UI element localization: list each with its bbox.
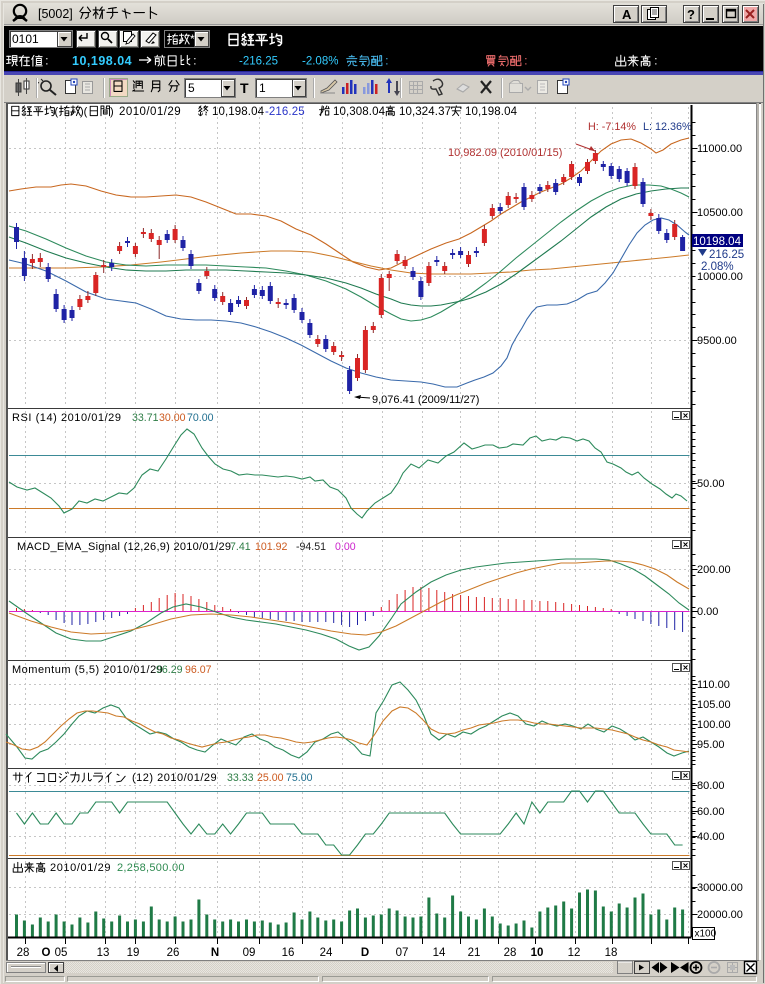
svg-text:24: 24 xyxy=(320,947,333,959)
svg-text:216.25: 216.25 xyxy=(709,249,744,261)
svg-text:7.41: 7.41 xyxy=(230,541,251,553)
svg-text:H: -7.14%: H: -7.14% xyxy=(588,121,636,133)
svg-text:x100: x100 xyxy=(695,929,717,940)
svg-text:100.00: 100.00 xyxy=(697,719,731,731)
svg-text:-216.25: -216.25 xyxy=(239,56,278,68)
svg-text:10000.00: 10000.00 xyxy=(697,271,743,283)
svg-text:?: ? xyxy=(687,7,695,22)
svg-text:10198.04: 10198.04 xyxy=(693,236,742,248)
svg-text::: : xyxy=(524,56,527,68)
svg-text:10,324.37: 10,324.37 xyxy=(399,106,451,118)
svg-text:09: 09 xyxy=(243,947,256,959)
svg-text:33.33: 33.33 xyxy=(227,772,254,784)
svg-text:14: 14 xyxy=(433,947,446,959)
svg-text:N: N xyxy=(211,947,219,959)
svg-text:O: O xyxy=(42,947,51,959)
svg-text:101.92: 101.92 xyxy=(255,541,288,553)
svg-text:11000.00: 11000.00 xyxy=(697,143,742,155)
svg-text:2010/01/29: 2010/01/29 xyxy=(119,106,181,118)
svg-text:16: 16 xyxy=(282,947,295,959)
svg-text:96.07: 96.07 xyxy=(185,664,212,676)
svg-text:A: A xyxy=(622,7,632,22)
svg-text:10500.00: 10500.00 xyxy=(697,207,743,219)
svg-text:2.08%: 2.08% xyxy=(701,261,734,273)
svg-text:-94.51: -94.51 xyxy=(296,541,326,553)
svg-text:-2.08%: -2.08% xyxy=(302,56,338,68)
svg-text:26: 26 xyxy=(167,947,180,959)
svg-text:25.00: 25.00 xyxy=(257,772,284,784)
svg-text:(: ( xyxy=(55,106,59,118)
svg-text:10,198.04: 10,198.04 xyxy=(212,106,265,118)
svg-text::: : xyxy=(654,56,657,68)
svg-text:30000.00: 30000.00 xyxy=(697,882,743,894)
svg-text:D: D xyxy=(361,947,369,959)
svg-text:12: 12 xyxy=(568,947,581,959)
svg-text:L: 12.36%: L: 12.36% xyxy=(643,121,692,133)
svg-text:50.00: 50.00 xyxy=(697,478,725,490)
svg-text:0.00: 0.00 xyxy=(697,606,718,618)
svg-text:9500.00: 9500.00 xyxy=(697,335,737,347)
svg-text:10: 10 xyxy=(531,947,544,959)
svg-text::: : xyxy=(45,56,48,68)
svg-text:40.00: 40.00 xyxy=(697,831,725,843)
svg-text:75.00: 75.00 xyxy=(286,772,313,784)
svg-text:200.00: 200.00 xyxy=(697,564,731,576)
svg-text:9,076.41 (2009/11/27): 9,076.41 (2009/11/27) xyxy=(372,394,479,406)
svg-text:96.29: 96.29 xyxy=(156,664,183,676)
svg-text:19: 19 xyxy=(127,947,140,959)
svg-text:05: 05 xyxy=(55,947,68,959)
svg-text:10,198.04: 10,198.04 xyxy=(72,54,132,68)
svg-text:60.00: 60.00 xyxy=(697,806,725,818)
svg-text:(12) 2010/01/29: (12) 2010/01/29 xyxy=(132,772,217,784)
svg-text:MACD_EMA_Signal (12,26,9) 2010: MACD_EMA_Signal (12,26,9) 2010/01/29 xyxy=(17,541,231,553)
svg-text:[5002]: [5002] xyxy=(38,7,73,21)
svg-text:2,258,500.00: 2,258,500.00 xyxy=(117,862,185,874)
svg-text::: : xyxy=(385,56,388,68)
svg-text:)(: )( xyxy=(80,106,88,118)
svg-text:07: 07 xyxy=(396,947,409,959)
svg-text:Momentum (5,5) 2010/01/29: Momentum (5,5) 2010/01/29 xyxy=(12,664,163,676)
svg-text:10,198.04: 10,198.04 xyxy=(465,106,518,118)
svg-text:RSI (14) 2010/01/29: RSI (14) 2010/01/29 xyxy=(12,412,122,424)
svg-text:21: 21 xyxy=(468,947,481,959)
svg-text:): ) xyxy=(110,106,114,118)
svg-text:13: 13 xyxy=(97,947,110,959)
svg-text:20000.00: 20000.00 xyxy=(697,909,743,921)
svg-text:28: 28 xyxy=(17,947,30,959)
svg-text:95.00: 95.00 xyxy=(697,739,725,751)
svg-text:*: * xyxy=(190,32,195,46)
svg-text:30.00: 30.00 xyxy=(159,412,186,424)
svg-text:80.00: 80.00 xyxy=(697,780,725,792)
svg-text:28: 28 xyxy=(504,947,517,959)
svg-text:2010/01/29: 2010/01/29 xyxy=(50,862,111,874)
svg-text:10,308.04: 10,308.04 xyxy=(333,106,386,118)
svg-text:70.00: 70.00 xyxy=(187,412,214,424)
svg-text:33.71: 33.71 xyxy=(132,412,159,424)
svg-text:0.00: 0.00 xyxy=(335,541,356,553)
svg-text:105.00: 105.00 xyxy=(697,699,731,711)
svg-text:-216.25: -216.25 xyxy=(265,106,305,118)
svg-text:110.00: 110.00 xyxy=(697,679,730,691)
svg-text:10,982.09 (2010/01/15): 10,982.09 (2010/01/15) xyxy=(448,147,562,159)
svg-text:18: 18 xyxy=(605,947,618,959)
svg-text::: : xyxy=(193,56,196,68)
